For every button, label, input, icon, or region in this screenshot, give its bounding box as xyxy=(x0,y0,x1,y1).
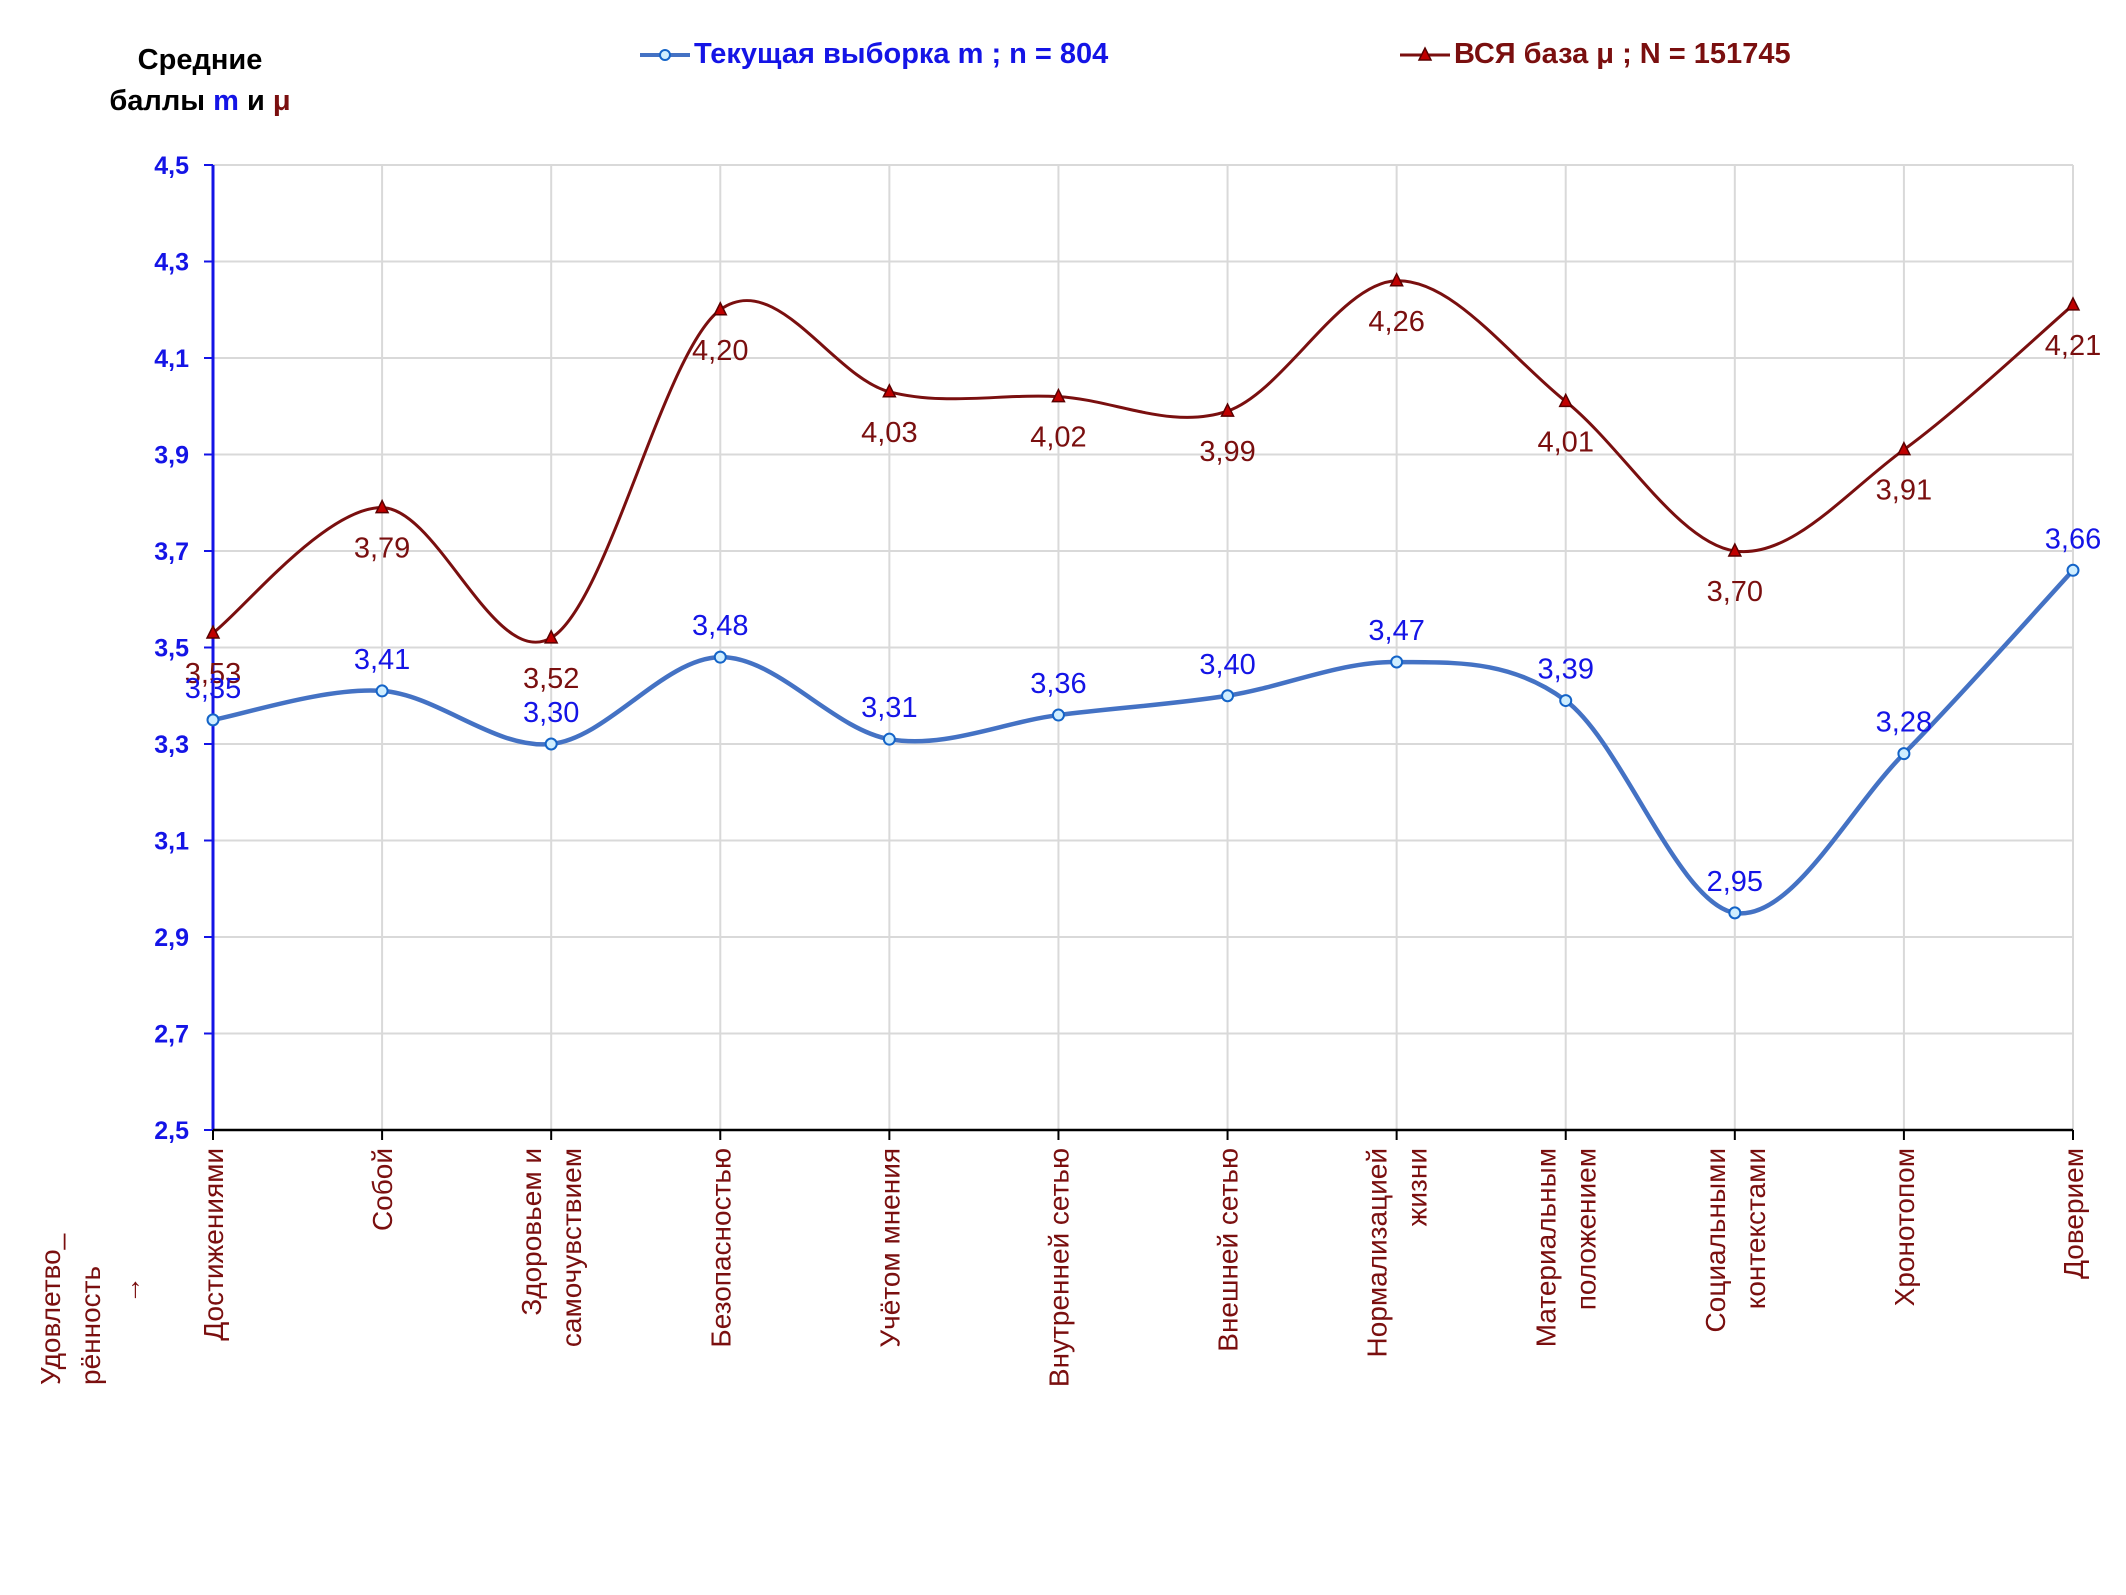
data-label-database: 3,53 xyxy=(185,658,241,690)
x-tick-label: Учётом мнения xyxy=(874,1148,905,1348)
point-sample xyxy=(882,732,896,746)
legend-swatch-database xyxy=(1400,46,1450,62)
x-axis-title: рённость xyxy=(75,1266,106,1385)
data-label-database: 3,70 xyxy=(1707,576,1763,608)
x-axis-title: Удовлетво_ xyxy=(35,1233,66,1385)
x-tick-label: самочувствием xyxy=(556,1148,587,1347)
y-axis-title-sym2: μ xyxy=(272,85,291,117)
data-label-sample: 3,36 xyxy=(1030,668,1086,700)
data-label-sample: 3,31 xyxy=(861,692,917,724)
y-axis-title-line1: Средние xyxy=(137,44,263,76)
x-tick-label: Материальным xyxy=(1531,1148,1562,1347)
point-database xyxy=(374,498,390,514)
legend-item-sample: Текущая выборка m ; n = 804 xyxy=(640,38,1108,71)
legend-label-database: ВСЯ база μ ; N = 151745 xyxy=(1454,38,1791,70)
x-tick-label: Нормализацией xyxy=(1362,1148,1393,1357)
data-label-sample: 3,28 xyxy=(1876,707,1932,739)
y-axis-title: Средние баллы m и μ xyxy=(95,40,305,122)
data-label-database: 4,01 xyxy=(1538,426,1594,458)
x-tick-label: контекстами xyxy=(1740,1148,1771,1309)
point-sample xyxy=(1390,655,1404,669)
data-label-database: 4,03 xyxy=(861,417,917,449)
x-tick-label: Безопасностью xyxy=(705,1148,736,1348)
data-label-sample: 3,41 xyxy=(354,644,410,676)
y-tick-label: 3,9 xyxy=(154,442,189,470)
y-tick-label: 3,1 xyxy=(154,828,189,856)
x-tick-label: Внешней сетью xyxy=(1213,1148,1244,1352)
legend-swatch-sample xyxy=(640,49,690,62)
point-sample xyxy=(2066,563,2080,577)
series-line-database xyxy=(212,279,2074,644)
point-sample xyxy=(713,650,727,664)
point-database xyxy=(1558,392,1573,408)
y-tick-label: 4,3 xyxy=(154,249,189,277)
data-label-database: 3,79 xyxy=(354,533,410,565)
data-label-database: 4,02 xyxy=(1030,422,1086,454)
data-label-sample: 3,35 xyxy=(185,673,241,705)
point-database xyxy=(1389,272,1404,287)
point-database xyxy=(1220,402,1235,417)
point-sample xyxy=(1728,906,1742,920)
point-sample xyxy=(1221,689,1235,703)
y-tick-label: 3,3 xyxy=(154,731,189,759)
y-tick-label: 2,9 xyxy=(154,924,189,952)
data-label-database: 3,52 xyxy=(523,663,579,695)
y-axis-title-sym1: m xyxy=(213,85,239,117)
legend-label-sample: Текущая выборка m ; n = 804 xyxy=(694,38,1109,70)
point-sample xyxy=(1051,708,1065,722)
point-sample xyxy=(206,713,220,727)
x-tick-label: Достижениями xyxy=(198,1148,229,1341)
point-database xyxy=(1896,440,1912,456)
y-axis-title-joiner: и xyxy=(246,85,265,117)
legend-item-database: ВСЯ база μ ; N = 151745 xyxy=(1400,38,1791,71)
data-label-sample: 2,95 xyxy=(1707,866,1763,898)
y-tick-label: 4,1 xyxy=(154,345,189,373)
y-tick-label: 4,5 xyxy=(154,152,189,180)
y-axis-title-prefix: баллы xyxy=(109,85,206,117)
x-tick-label: Социальными xyxy=(1700,1148,1731,1332)
data-label-sample: 3,66 xyxy=(2045,523,2101,555)
point-sample xyxy=(1559,694,1573,708)
data-label-sample: 3,47 xyxy=(1368,615,1424,647)
point-database xyxy=(713,301,728,316)
x-tick-label: Внутренней сетью xyxy=(1043,1148,1074,1387)
data-label-database: 3,91 xyxy=(1876,475,1932,507)
point-database xyxy=(2065,296,2081,311)
y-tick-label: 2,5 xyxy=(154,1117,189,1145)
x-tick-label: Доверием xyxy=(2058,1148,2089,1279)
point-sample xyxy=(375,684,389,698)
point-database xyxy=(205,624,221,639)
data-label-sample: 3,39 xyxy=(1538,654,1594,686)
point-sample xyxy=(1897,747,1911,761)
x-tick-label: Здоровьем и xyxy=(516,1148,547,1316)
y-tick-label: 3,5 xyxy=(154,635,189,663)
data-label-database: 3,99 xyxy=(1199,436,1255,468)
data-label-sample: 3,40 xyxy=(1199,649,1255,681)
data-label-database: 4,26 xyxy=(1368,306,1424,338)
y-axis-title-line2: баллы m и μ xyxy=(95,81,305,122)
y-tick-label: 2,7 xyxy=(154,1021,189,1049)
x-tick-label: жизни xyxy=(1402,1148,1433,1226)
point-sample xyxy=(544,737,558,751)
data-label-sample: 3,30 xyxy=(523,697,579,729)
x-tick-label: Собой xyxy=(367,1148,398,1231)
x-tick-label: положением xyxy=(1571,1148,1602,1310)
data-label-database: 4,20 xyxy=(692,335,748,367)
x-tick-label: Хронотопом xyxy=(1889,1148,1920,1306)
data-label-sample: 3,48 xyxy=(692,610,748,642)
point-database xyxy=(1051,387,1066,403)
point-database xyxy=(543,629,559,644)
data-label-database: 4,21 xyxy=(2045,330,2101,362)
point-database xyxy=(1727,542,1743,557)
series-line-sample xyxy=(212,568,2075,916)
x-axis-title: → xyxy=(115,1276,146,1304)
y-tick-label: 3,7 xyxy=(154,538,189,566)
point-database xyxy=(882,383,897,398)
